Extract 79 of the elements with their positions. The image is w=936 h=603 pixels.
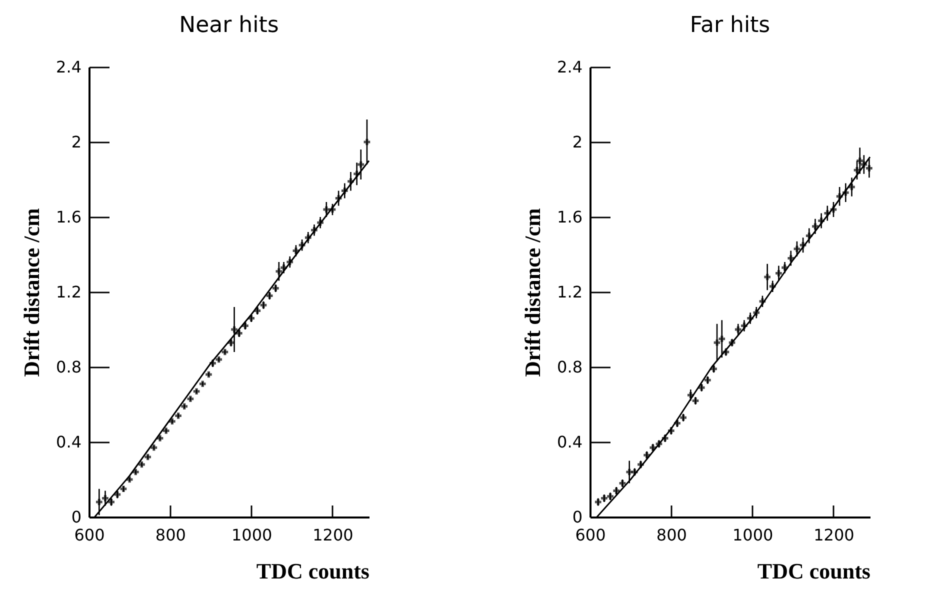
y-tick-label: 2.4 [557, 58, 582, 76]
x-tick-label: 800 [155, 526, 186, 544]
point [199, 380, 206, 388]
point [187, 396, 194, 402]
point [704, 376, 711, 384]
y-tick-label: 2 [71, 132, 82, 152]
point [108, 498, 114, 506]
point [776, 270, 782, 276]
y-tick-label: 2 [572, 132, 582, 152]
y-axis-title: Drift distance /cm [19, 208, 44, 377]
point [216, 356, 222, 363]
point [613, 488, 620, 494]
point [231, 326, 238, 333]
point [788, 255, 794, 262]
x-axis-title: TDC counts [757, 558, 871, 584]
point [222, 348, 228, 356]
point [132, 468, 139, 476]
y-tick-label: 0.8 [557, 358, 582, 376]
point [102, 495, 108, 502]
point [692, 398, 699, 404]
x-tick-label: 800 [656, 526, 687, 544]
point [150, 444, 158, 451]
y-tick-label: 0 [572, 508, 582, 526]
point [812, 223, 818, 230]
point [138, 461, 145, 468]
point [734, 326, 742, 333]
x-axis-title: TDC counts [256, 558, 370, 584]
point [856, 158, 864, 164]
y-tick-label: 0.8 [56, 358, 82, 376]
point [276, 268, 282, 275]
x-tick-label: 1000 [732, 526, 774, 544]
x-tick-label: 600 [575, 526, 606, 544]
y-tick-label: 2.4 [56, 58, 82, 76]
point [680, 414, 686, 421]
point [156, 435, 164, 442]
x-tick-label: 1200 [312, 526, 354, 544]
point [323, 206, 330, 213]
point [144, 454, 152, 460]
point [718, 336, 726, 342]
point [714, 339, 720, 346]
point [169, 418, 176, 425]
point [236, 330, 242, 336]
point [854, 166, 860, 174]
point [162, 428, 170, 434]
point [260, 302, 267, 308]
x-tick-label: 1000 [231, 526, 272, 544]
point [266, 292, 273, 299]
y-tick-label: 0 [71, 508, 82, 526]
point [358, 161, 364, 168]
point [698, 384, 705, 391]
point [848, 184, 855, 190]
chart-title: Near hits [179, 13, 279, 38]
x-tick-label: 1200 [814, 526, 854, 544]
y-tick-label: 0.4 [56, 432, 82, 452]
chart-title: Far hits [690, 13, 770, 38]
y-axis-title: Drift distance /cm [520, 208, 546, 377]
point [114, 491, 121, 498]
point [120, 486, 127, 492]
point [607, 493, 614, 500]
point [626, 468, 633, 476]
y-tick-label: 1.6 [56, 208, 82, 226]
point [619, 480, 626, 486]
point [193, 388, 200, 395]
point [866, 165, 872, 172]
point [764, 274, 770, 280]
point [206, 371, 212, 378]
point [96, 498, 102, 506]
y-tick-label: 1.6 [557, 208, 582, 226]
point [181, 403, 188, 410]
point [794, 246, 800, 252]
point [175, 412, 182, 419]
point [364, 138, 370, 146]
y-tick-label: 1.2 [557, 282, 582, 302]
point [272, 285, 279, 292]
point [601, 495, 608, 502]
y-tick-label: 1.2 [56, 282, 82, 302]
y-tick-label: 0.4 [557, 432, 582, 452]
x-tick-label: 600 [74, 526, 105, 544]
point [594, 498, 602, 506]
